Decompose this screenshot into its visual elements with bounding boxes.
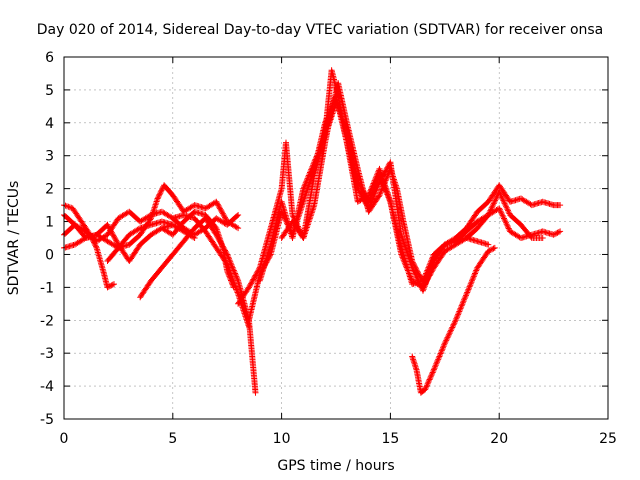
- x-tick-label: 0: [60, 431, 69, 447]
- grid-lines: [64, 57, 608, 419]
- series-markers: [104, 218, 198, 264]
- series-arc-m: [409, 244, 498, 396]
- tick-labels: 0 5 10 15 20 25 -5 -4 -3 -2 -1 0 1 2 3 4 5 6: [40, 50, 617, 447]
- y-tick-label: -1: [40, 280, 54, 296]
- y-tick-label: 6: [45, 50, 54, 66]
- y-tick-label: -2: [40, 313, 54, 329]
- y-tick-label: -5: [40, 412, 54, 428]
- y-tick-label: 5: [45, 83, 54, 99]
- series-markers: [256, 100, 546, 291]
- series-arc-k: [256, 100, 546, 291]
- series-markers: [409, 244, 498, 396]
- y-tick-label: 2: [45, 182, 54, 198]
- series-markers: [278, 80, 492, 288]
- y-tick-label: 3: [45, 149, 54, 165]
- series-arc-l: [278, 80, 492, 288]
- y-tick-label: -4: [40, 379, 54, 395]
- series-markers: [158, 208, 237, 291]
- y-tick-label: 0: [45, 247, 54, 263]
- chart-title: Day 020 of 2014, Sidereal Day-to-day VTE…: [37, 22, 604, 38]
- x-tick-label: 10: [273, 431, 291, 447]
- series-arc-e: [104, 218, 198, 264]
- x-tick-label: 15: [381, 431, 399, 447]
- x-tick-label: 5: [168, 431, 177, 447]
- series-arc-h: [158, 208, 237, 291]
- plot-frame: [63, 56, 609, 420]
- y-axis-label: SDTVAR / TECUs: [6, 181, 22, 296]
- x-tick-label: 25: [599, 431, 617, 447]
- data-points: [61, 67, 564, 396]
- x-axis-label: GPS time / hours: [277, 458, 394, 474]
- x-tick-label: 20: [490, 431, 508, 447]
- y-tick-label: 4: [45, 116, 54, 132]
- y-tick-label: -3: [40, 346, 54, 362]
- y-tick-label: 1: [45, 215, 54, 231]
